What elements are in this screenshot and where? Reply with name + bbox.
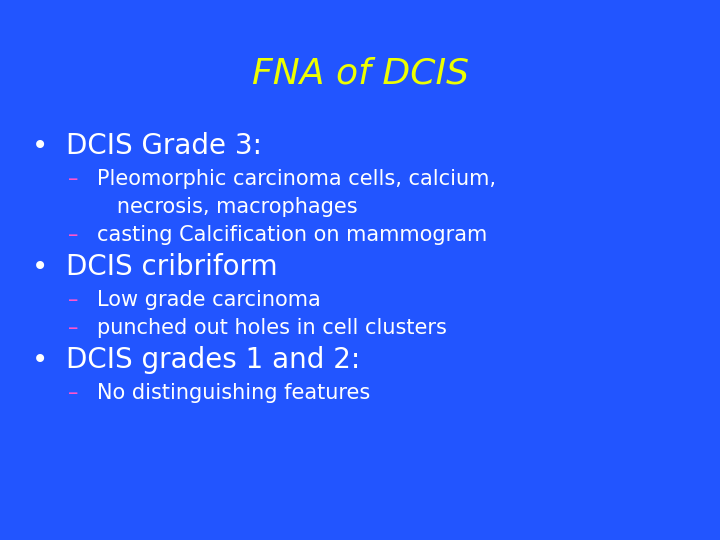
Text: •  DCIS cribriform: • DCIS cribriform: [32, 253, 278, 281]
Text: necrosis, macrophages: necrosis, macrophages: [97, 197, 358, 217]
Text: –: –: [68, 318, 78, 338]
Text: punched out holes in cell clusters: punched out holes in cell clusters: [97, 318, 447, 338]
Text: •  DCIS Grade 3:: • DCIS Grade 3:: [32, 132, 262, 160]
Text: –: –: [68, 290, 78, 310]
Text: –: –: [68, 225, 78, 245]
Text: Pleomorphic carcinoma cells, calcium,: Pleomorphic carcinoma cells, calcium,: [97, 169, 496, 189]
Text: casting Calcification on mammogram: casting Calcification on mammogram: [97, 225, 487, 245]
Text: Low grade carcinoma: Low grade carcinoma: [97, 290, 321, 310]
Text: •  DCIS grades 1 and 2:: • DCIS grades 1 and 2:: [32, 346, 361, 374]
Text: –: –: [68, 383, 78, 403]
Text: FNA of DCIS: FNA of DCIS: [251, 57, 469, 91]
Text: –: –: [68, 169, 78, 189]
Text: No distinguishing features: No distinguishing features: [97, 383, 371, 403]
